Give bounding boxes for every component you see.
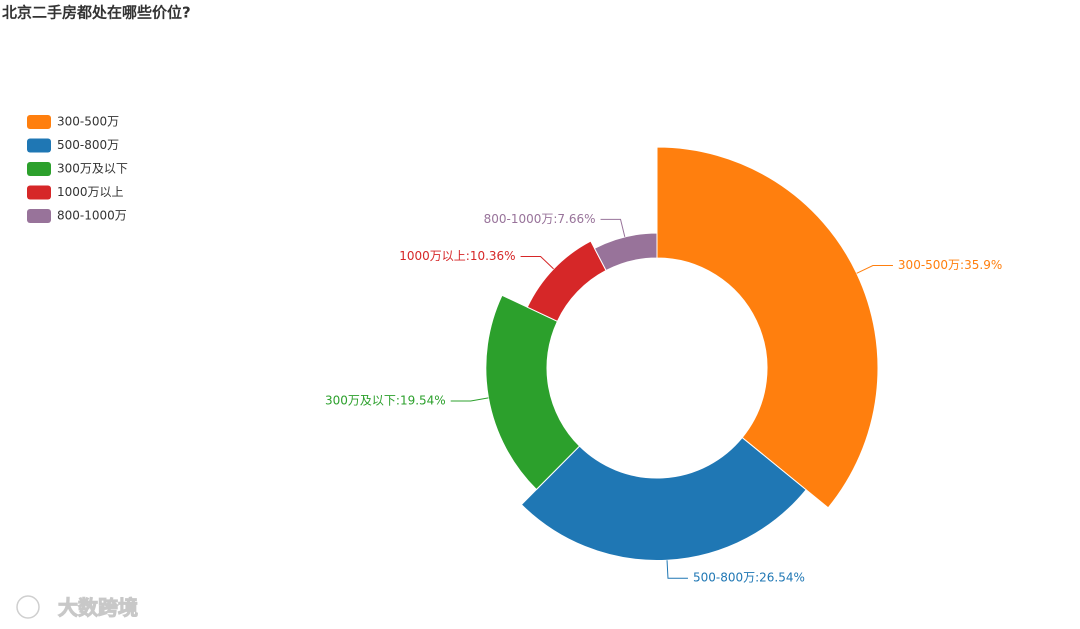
data-label: 500-800万:26.54% (693, 571, 805, 585)
legend-label: 300-500万 (57, 115, 119, 129)
label-line (450, 397, 489, 402)
pie-slice (485, 294, 581, 491)
data-label: 300-500万:35.9% (898, 258, 1002, 272)
data-label: 800-1000万:7.66% (484, 212, 596, 226)
data-label: 1000万以上:10.36% (399, 249, 515, 263)
label-line (856, 265, 893, 274)
legend-label: 300万及以下 (57, 162, 128, 176)
label-line (600, 218, 626, 238)
label-line (666, 560, 688, 579)
data-label: 300万及以下:19.54% (325, 393, 446, 407)
legend-swatch (27, 138, 51, 153)
legend-label: 1000万以上 (57, 185, 124, 199)
legend-swatch (27, 115, 51, 129)
legend-swatch (27, 162, 51, 176)
pie-slice (526, 240, 607, 322)
legend-label: 500-800万 (57, 138, 119, 152)
legend-label: 800-1000万 (57, 209, 127, 223)
label-line (520, 255, 554, 270)
chart-title: 北京二手房都处在哪些价位? (2, 4, 191, 22)
watermark-logo (16, 595, 40, 619)
pie-slice (520, 436, 807, 561)
legend-swatch (27, 209, 51, 223)
watermark: 大数跨境 (58, 596, 138, 620)
legend-swatch (27, 185, 51, 200)
pie-slice (656, 146, 879, 509)
pie-slice (593, 232, 658, 272)
